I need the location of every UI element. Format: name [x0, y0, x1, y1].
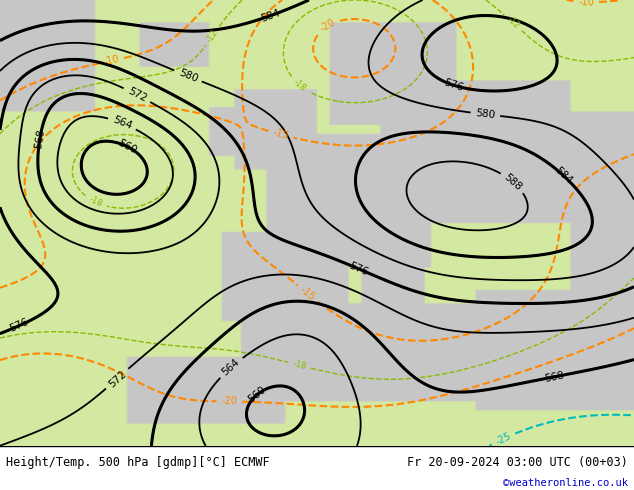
Text: 572: 572 [107, 368, 128, 389]
Text: 568: 568 [34, 128, 46, 149]
Text: 564: 564 [221, 357, 242, 378]
Text: 584: 584 [259, 8, 281, 24]
Text: 568: 568 [543, 370, 565, 384]
Text: 580: 580 [177, 68, 199, 84]
Text: -18: -18 [87, 195, 104, 209]
Text: 576: 576 [8, 317, 30, 334]
Text: 564: 564 [111, 115, 133, 131]
Text: -18: -18 [292, 77, 308, 93]
Text: 576: 576 [347, 260, 370, 277]
Text: 584: 584 [553, 166, 574, 187]
Text: -10: -10 [578, 0, 594, 7]
Text: 560: 560 [247, 384, 268, 404]
Text: -10: -10 [103, 54, 120, 67]
Text: -15: -15 [299, 285, 317, 302]
Text: -20: -20 [221, 396, 237, 407]
Text: 560: 560 [117, 138, 138, 155]
Text: -12: -12 [505, 15, 521, 30]
Text: 588: 588 [502, 172, 524, 193]
Text: 576: 576 [443, 77, 465, 93]
Text: 572: 572 [126, 86, 148, 104]
Text: Fr 20-09-2024 03:00 UTC (00+03): Fr 20-09-2024 03:00 UTC (00+03) [407, 456, 628, 469]
Text: -20: -20 [319, 17, 337, 34]
Text: 580: 580 [475, 108, 496, 121]
Text: -15: -15 [272, 127, 290, 141]
Text: ©weatheronline.co.uk: ©weatheronline.co.uk [503, 478, 628, 489]
Text: -25: -25 [494, 431, 513, 447]
Text: -12: -12 [205, 28, 220, 44]
Text: -18: -18 [292, 359, 307, 371]
Text: Height/Temp. 500 hPa [gdmp][°C] ECMWF: Height/Temp. 500 hPa [gdmp][°C] ECMWF [6, 456, 270, 469]
